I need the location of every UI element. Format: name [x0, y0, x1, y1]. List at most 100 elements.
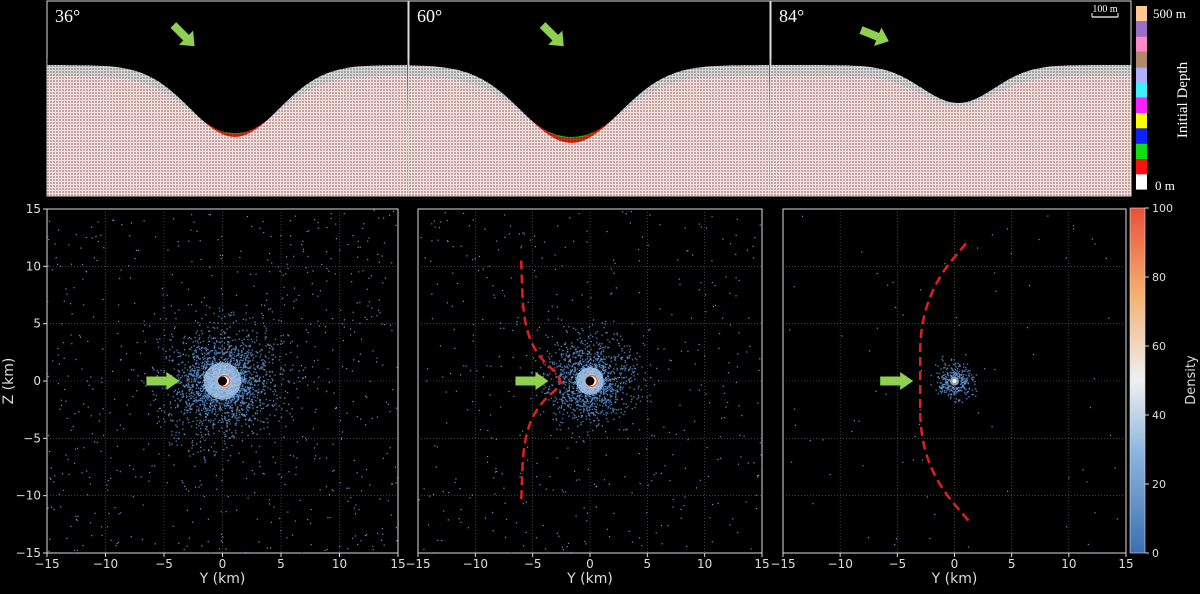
scatter-point — [253, 473, 255, 475]
scatter-point — [252, 396, 254, 398]
scatter-point — [625, 376, 627, 379]
scatter-point — [212, 422, 215, 424]
scatter-point — [604, 399, 606, 401]
scatter-point — [247, 406, 249, 409]
scatter-point — [621, 388, 623, 390]
scatter-point — [187, 375, 190, 377]
scatter-point — [619, 389, 621, 391]
scatter-point — [564, 246, 566, 248]
scatter-point — [213, 357, 215, 359]
scatter-point — [112, 370, 114, 372]
scatter-point — [577, 350, 579, 353]
scatter-point — [568, 373, 570, 376]
scatter-point — [264, 338, 267, 340]
scatter-point — [354, 513, 357, 515]
scatter-point — [631, 368, 633, 370]
scatter-point — [735, 277, 737, 279]
scatter-point — [562, 400, 565, 402]
scatter-point — [155, 398, 157, 400]
scatter-point — [642, 342, 644, 345]
scatter-point — [193, 221, 195, 223]
scatter-point — [591, 394, 593, 396]
scatter-point — [200, 258, 202, 261]
scatter-point — [247, 410, 249, 412]
scatter-point — [220, 533, 223, 535]
scatter-point — [600, 367, 602, 369]
scatter-point — [200, 390, 202, 393]
scatter-point — [247, 370, 249, 373]
scatter-point — [550, 378, 553, 380]
scatter-point — [217, 239, 219, 241]
scatter-point — [569, 365, 571, 367]
scatter-point — [659, 308, 661, 310]
scatter-point — [242, 318, 245, 320]
scatter-point — [591, 402, 594, 405]
scatter-point — [255, 390, 257, 392]
scatter-point — [160, 426, 162, 428]
scatter-point — [258, 445, 261, 447]
scatter-point — [168, 441, 171, 444]
scatter-point — [478, 409, 480, 412]
scatter-point — [574, 356, 576, 359]
scatter-point — [378, 299, 380, 301]
scatter-point — [200, 484, 202, 486]
scatter-point — [237, 352, 240, 355]
scatter-point — [234, 349, 237, 351]
scatter-point — [197, 342, 199, 344]
scatter-point — [242, 365, 245, 368]
scatter-point — [207, 433, 210, 435]
scatter-point — [201, 374, 203, 377]
scatter-point — [327, 367, 329, 370]
scatter-point — [238, 394, 241, 396]
scatter-point — [263, 402, 265, 405]
scatter-point — [589, 408, 591, 411]
scatter-point — [231, 434, 234, 437]
scatter-point — [281, 373, 284, 376]
scatter-point — [605, 418, 608, 420]
scatter-point — [938, 372, 940, 375]
scatter-point — [196, 362, 198, 365]
scatter-point — [225, 399, 228, 402]
scatter-point — [224, 419, 227, 421]
scatter-point — [264, 332, 267, 334]
scatter-point — [50, 506, 53, 508]
scale-bar-label: 100 m — [1092, 4, 1118, 15]
scatter-point — [558, 360, 561, 362]
scatter-point — [201, 436, 203, 438]
scatter-point — [262, 220, 264, 223]
scatter-point — [206, 425, 208, 428]
scatter-point — [624, 410, 626, 413]
scatter-point — [94, 512, 96, 514]
scatter-point — [614, 384, 616, 386]
scatter-point — [317, 320, 319, 322]
scatter-point — [220, 337, 222, 339]
scatter-point — [154, 236, 157, 238]
scatter-point — [568, 354, 571, 356]
scatter-point — [157, 416, 159, 418]
scatter-point — [208, 357, 211, 360]
scatter-point — [1105, 257, 1107, 260]
scatter-point — [223, 417, 226, 420]
scatter-point — [194, 486, 197, 488]
scatter-point — [574, 382, 576, 385]
scatter-point — [72, 425, 74, 428]
depth-layer — [771, 65, 1131, 196]
scatter-point — [57, 347, 59, 350]
scatter-point — [254, 341, 256, 344]
scatter-point — [188, 389, 190, 391]
scatter-point — [218, 307, 221, 309]
scatter-point — [1094, 243, 1096, 245]
scatter-point — [218, 352, 221, 354]
scatter-point — [216, 327, 219, 329]
scatter-point — [604, 385, 606, 388]
scatter-point — [119, 424, 121, 426]
scatter-point — [625, 403, 628, 405]
y-tick-label: 0 — [33, 374, 41, 388]
scatter-point — [221, 345, 223, 347]
scatter-point — [594, 405, 596, 408]
scatter-point — [262, 361, 264, 364]
scatter-point — [226, 447, 228, 449]
scatter-point — [324, 549, 326, 551]
scatter-point — [729, 243, 732, 245]
scatter-point — [292, 307, 295, 309]
